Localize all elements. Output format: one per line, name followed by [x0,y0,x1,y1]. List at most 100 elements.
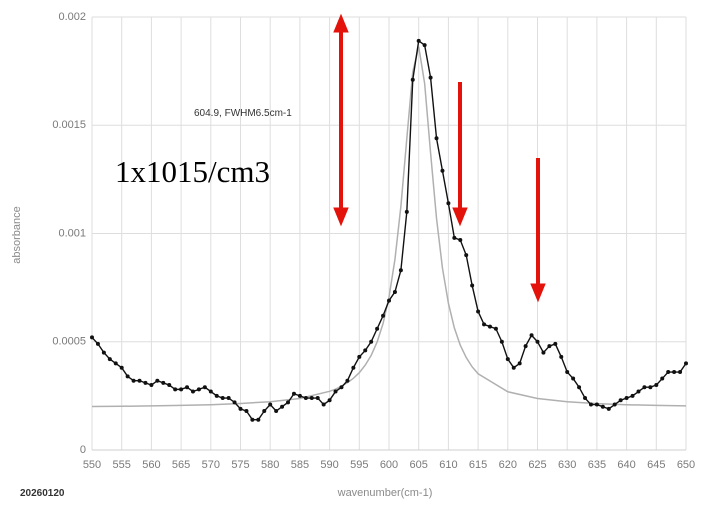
data-point [428,75,433,80]
arrow-head [333,207,349,227]
data-point [381,313,386,318]
y-tick-label: 0.001 [58,227,86,239]
data-point [565,370,570,375]
data-point [416,38,421,43]
data-point [517,361,522,366]
data-point [125,374,130,379]
data-point [202,385,207,390]
data-point [90,335,94,340]
data-point [660,376,665,381]
data-point [280,404,285,409]
x-tick-label: 550 [83,459,101,471]
data-point [553,341,558,346]
data-point [511,365,516,370]
data-point [505,357,510,362]
date-label: 20260120 [20,488,65,499]
grid: 0 0.0005 0.001 0.0015 0.002 550 555 560 565 570 57… [52,11,695,471]
data-point [161,380,166,385]
data-point [309,396,314,401]
x-tick-label: 565 [172,459,190,471]
plot [90,38,688,422]
data-point [499,339,504,344]
data-point [268,402,273,407]
data-point [286,400,291,405]
arrow-head [530,283,546,303]
data-point [464,253,469,258]
data-point [250,417,255,422]
data-point [387,298,391,303]
data-point [220,396,225,401]
data-point [185,385,190,390]
data-point [363,348,368,353]
data-point [642,385,647,390]
data-point [470,283,475,288]
arrow-head [452,207,468,227]
data-point [547,344,552,349]
data-point [303,396,308,401]
x-tick-label: 560 [142,459,160,471]
data-point [339,385,344,390]
data-point [369,339,374,344]
data-point [345,378,350,383]
data-point [434,136,439,141]
data-point [630,393,635,398]
data-point [190,389,195,394]
data-point [238,406,243,411]
data-point [143,380,148,385]
arrow-head [333,13,349,33]
x-tick-label: 570 [202,459,220,471]
arrows [333,13,546,303]
data-point [173,387,178,392]
data-point [327,398,332,403]
data-point [214,393,219,398]
data-point [155,378,160,383]
data-point [398,268,403,273]
data-point [600,404,605,409]
x-axis-label: wavenumber(cm-1) [337,487,433,499]
data-point [410,77,415,82]
data-point [131,378,136,383]
data-point [167,383,172,388]
data-point [256,417,261,422]
data-point [624,396,629,401]
data-point [636,389,641,394]
data-point [541,350,546,355]
data-point [274,409,279,414]
data-point [559,354,564,359]
data-point [101,350,106,355]
data-point [392,289,397,294]
data-point [244,409,249,414]
data-point [113,361,118,366]
data-point [297,393,302,398]
x-tick-label: 630 [558,459,576,471]
y-tick-label: 0.0005 [52,336,86,348]
data-point [119,365,124,370]
data-point [208,389,213,394]
x-tick-label: 600 [380,459,398,471]
data-point [535,339,540,344]
data-point [262,409,267,414]
data-point [588,402,593,407]
data-point [487,324,492,329]
data-point [583,396,588,401]
x-tick-label: 595 [350,459,368,471]
concentration-label: 1x1015/cm3 [115,154,270,189]
data-point [678,370,683,375]
data-point [422,43,427,48]
x-tick-label: 640 [617,459,635,471]
x-tick-label: 625 [528,459,546,471]
data-point [446,201,451,206]
data-point [95,341,100,346]
data-point [458,237,463,242]
data-point [606,406,611,411]
x-tick-label: 610 [439,459,457,471]
data-point [351,365,356,370]
data-point [149,383,154,388]
data-point [226,396,231,401]
y-tick-label: 0.002 [58,11,86,23]
data-point [594,402,599,407]
data-point [482,322,487,327]
data-point [571,376,576,381]
